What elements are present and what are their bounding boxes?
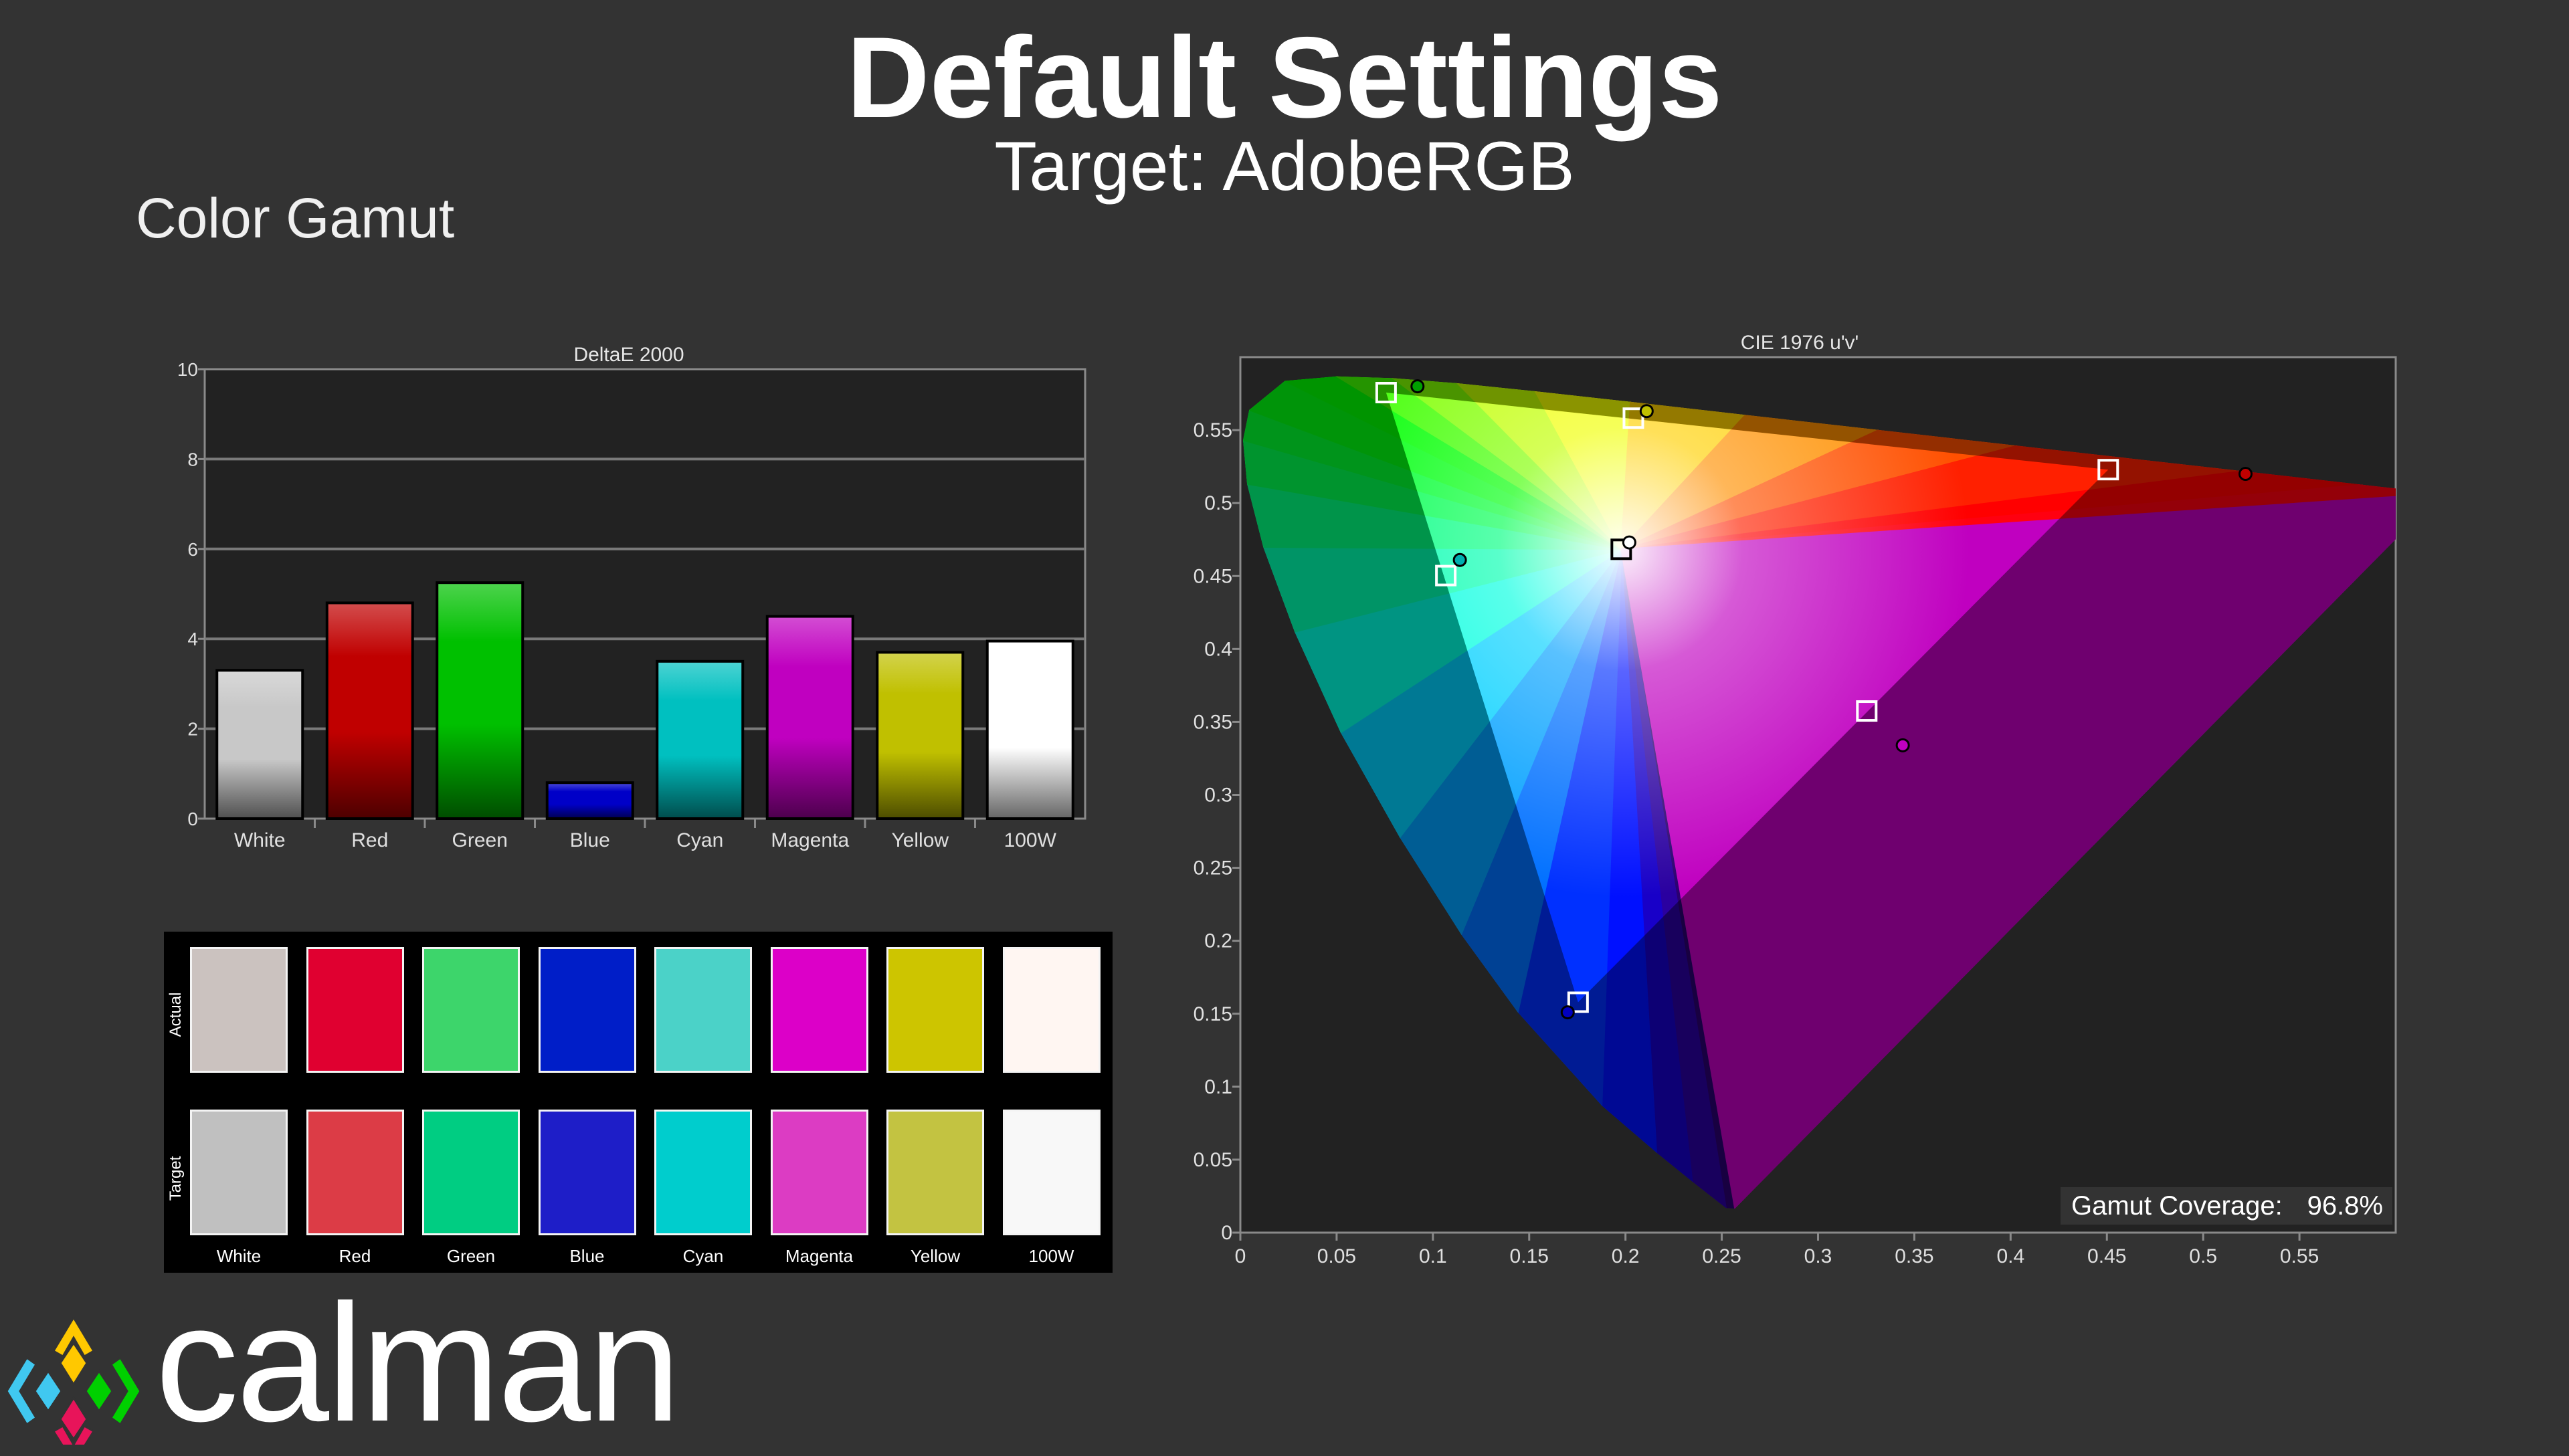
actual-swatch-white <box>190 947 288 1073</box>
color-swatch-panel: Actual Target White Red Green Blue Cyan Magen… <box>164 932 1113 1273</box>
y-tick-label: 8 <box>187 449 198 470</box>
y-tick-label: 4 <box>187 629 198 649</box>
target-swatch-blue <box>538 1110 636 1235</box>
target-swatch-green <box>422 1110 520 1235</box>
x-tick-label: 0.4 <box>1996 1245 2024 1267</box>
target-marker-blue <box>1567 991 1589 1013</box>
cie-chart-title: CIE 1976 u'v' <box>1741 332 1859 354</box>
swatch-label: Yellow <box>910 1246 961 1266</box>
measured-point-green <box>1410 379 1425 394</box>
y-tick-label: 10 <box>177 359 198 380</box>
target-marker-green <box>1375 382 1397 404</box>
actual-swatch-magenta <box>770 947 868 1073</box>
target-swatch-cyan <box>654 1110 752 1235</box>
actual-swatch-green <box>422 947 520 1073</box>
y-tick-label: 0.55 <box>1194 419 1232 441</box>
x-tick-label: 0.15 <box>1510 1245 1549 1267</box>
bar-chart-title: DeltaE 2000 <box>573 344 684 366</box>
x-tick-label: 0.35 <box>1895 1245 1933 1267</box>
x-tick-label: 0.1 <box>1419 1245 1447 1267</box>
page-subtitle: Target: AdobeRGB <box>994 128 1575 205</box>
x-tick-label: White <box>234 829 286 851</box>
measured-point-blue <box>1560 1005 1575 1020</box>
cie-chart: CIE 1976 u'v' 0 0.05 0.1 0.15 0.2 0.25 0.3 0.35… <box>1194 332 2397 1267</box>
x-tick-label: Magenta <box>771 829 849 851</box>
measured-point-yellow <box>1639 404 1654 419</box>
target-marker-cyan <box>1435 564 1457 587</box>
x-tick-label: Cyan <box>676 829 723 851</box>
bar-100w <box>985 639 1074 820</box>
measured-point-magenta <box>1895 738 1910 752</box>
actual-swatch-yellow <box>886 947 984 1073</box>
y-tick-label: 0.25 <box>1194 857 1232 879</box>
gamut-coverage-label: Gamut Coverage: <box>2071 1191 2283 1221</box>
bar-blue <box>545 781 634 820</box>
y-tick-label: 0.5 <box>1204 492 1232 514</box>
x-tick-label: 0.55 <box>2280 1245 2319 1267</box>
y-tick-label: 0.3 <box>1204 785 1232 807</box>
swatch-label: Red <box>339 1246 371 1266</box>
x-tick-label: 0.45 <box>2087 1245 2126 1267</box>
actual-swatch-100w <box>1002 947 1101 1073</box>
bar-red <box>325 601 414 820</box>
x-tick-label: 0.2 <box>1612 1245 1640 1267</box>
y-tick-label: 0.1 <box>1204 1076 1232 1098</box>
y-tick-label: 0 <box>187 809 198 829</box>
target-marker-magenta <box>1856 700 1878 722</box>
y-tick-label: 2 <box>187 719 198 740</box>
bar-yellow <box>876 651 965 820</box>
y-tick-label: 0.15 <box>1194 1003 1232 1025</box>
measured-point-white <box>1622 535 1636 550</box>
x-tick-label: 0.3 <box>1804 1245 1832 1267</box>
section-title: Color Gamut <box>136 187 455 249</box>
calman-logo-text: calman <box>155 1269 681 1456</box>
swatch-label: White <box>216 1246 262 1266</box>
target-swatch-100w <box>1002 1110 1101 1235</box>
swatch-label: Magenta <box>785 1246 854 1266</box>
swatch-label: Cyan <box>682 1246 724 1266</box>
x-tick-label: 0.25 <box>1702 1245 1741 1267</box>
swatch-label: 100W <box>1028 1246 1074 1266</box>
y-tick-label: 0 <box>1221 1222 1232 1244</box>
actual-swatch-blue <box>538 947 636 1073</box>
swatch-label: Green <box>446 1246 496 1266</box>
measured-point-cyan <box>1452 552 1467 567</box>
y-tick-label: 6 <box>187 539 198 560</box>
x-tick-label: Green <box>452 829 508 851</box>
x-tick-label: 0 <box>1235 1245 1246 1267</box>
target-swatch-magenta <box>770 1110 868 1235</box>
x-tick-label: 0.5 <box>2189 1245 2217 1267</box>
calman-logo-icon <box>5 1316 142 1445</box>
gamut-coverage-box <box>2061 1187 2392 1225</box>
bar-cyan <box>656 659 745 820</box>
target-swatch-red <box>306 1110 404 1235</box>
gamut-coverage-value: 96.8% <box>2307 1191 2383 1221</box>
y-tick-label: 0.45 <box>1194 565 1232 587</box>
actual-swatch-red <box>306 947 404 1073</box>
x-tick-label: 100W <box>1004 829 1057 851</box>
white-point-glow <box>1386 393 2109 1003</box>
x-tick-label: Blue <box>570 829 610 851</box>
target-swatch-yellow <box>886 1110 984 1235</box>
y-tick-label: 0.05 <box>1194 1149 1232 1171</box>
y-tick-label: 0.2 <box>1204 930 1232 952</box>
x-tick-label: Red <box>351 829 388 851</box>
target-swatch-white <box>190 1110 288 1235</box>
x-tick-label: 0.05 <box>1317 1245 1356 1267</box>
deltae-bar-chart: DeltaE 2000 0 2 4 6 8 10 White Red Green Blue Cyan… <box>177 344 1086 851</box>
measured-point-red <box>2238 467 2253 482</box>
page-title: Default Settings <box>846 13 1723 142</box>
x-tick-label: Yellow <box>891 829 949 851</box>
y-tick-label: 0.35 <box>1194 711 1232 733</box>
y-tick-label: 0.4 <box>1204 638 1232 660</box>
target-marker-yellow <box>1622 407 1644 429</box>
bar-white <box>215 669 304 820</box>
swatch-label: Blue <box>569 1246 605 1266</box>
target-marker-red <box>2097 459 2119 481</box>
bar-green <box>436 581 525 820</box>
actual-swatch-cyan <box>654 947 752 1073</box>
bar-magenta <box>765 615 854 820</box>
